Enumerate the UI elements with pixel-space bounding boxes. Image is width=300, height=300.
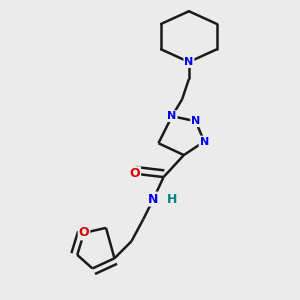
- Text: N: N: [184, 57, 194, 67]
- Text: O: O: [79, 226, 89, 239]
- Text: N: N: [167, 111, 177, 121]
- Text: N: N: [191, 116, 200, 126]
- Text: N: N: [200, 136, 209, 146]
- Text: N: N: [148, 193, 159, 206]
- Text: H: H: [167, 193, 177, 206]
- Text: O: O: [130, 167, 140, 180]
